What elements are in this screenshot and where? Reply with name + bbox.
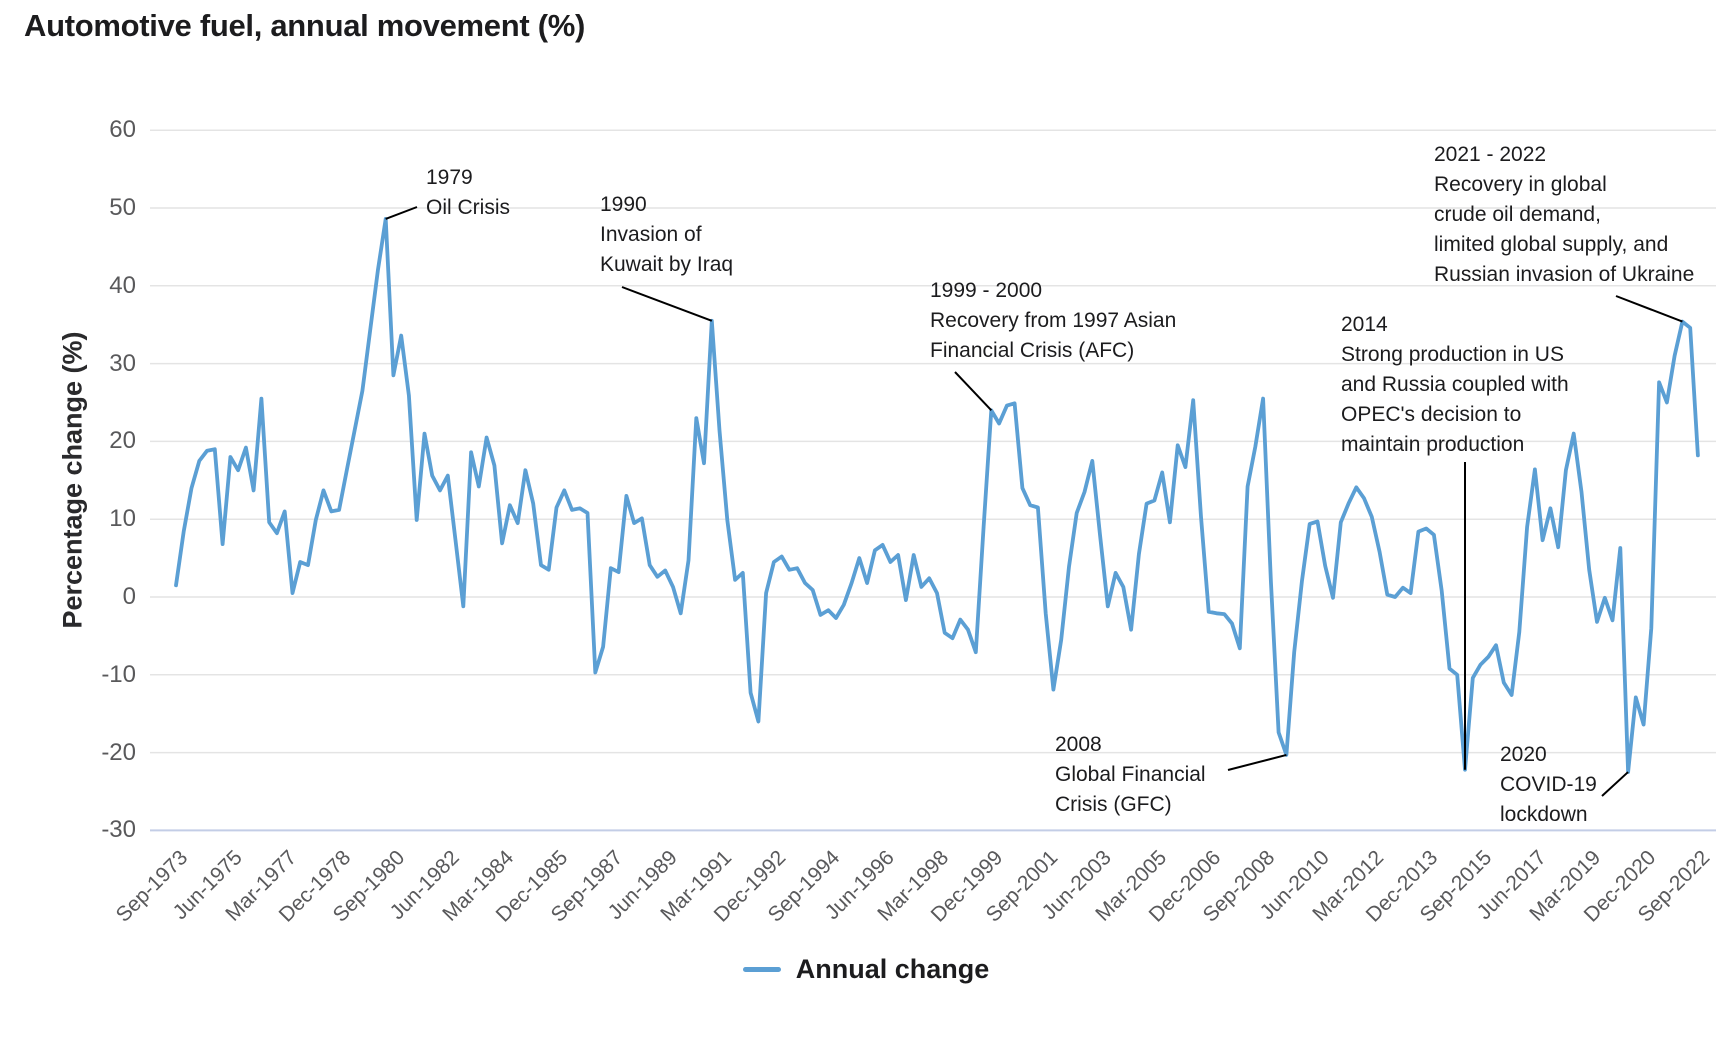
annotation-line: Recovery in global	[1434, 173, 1607, 196]
y-tick-label-20: 20	[109, 427, 136, 455]
y-tick-label-0: 0	[122, 583, 136, 610]
annotation-line: limited global supply, and	[1434, 233, 1669, 256]
annotation-line: 2008	[1055, 733, 1102, 756]
y-tick-label--20: -20	[101, 738, 136, 766]
annotation-line: Kuwait by Iraq	[600, 253, 734, 276]
y-tick-label--30: -30	[101, 816, 136, 844]
annotation-kuwait-invasion-1990: 1990 Invasion of Kuwait by Iraq	[600, 190, 733, 280]
annotation-line: 2021 - 2022	[1434, 143, 1547, 166]
annotation-line: Global Financial	[1055, 763, 1206, 786]
y-tick-label-40: 40	[109, 271, 136, 299]
annotation-line: 2020	[1500, 743, 1547, 766]
legend-label: Annual change	[795, 954, 990, 984]
annotation-line: Crisis (GFC)	[1055, 793, 1172, 816]
pointer-afc-recovery-1999-2000	[954, 371, 993, 411]
pointer-recovery-2021-2022	[1615, 295, 1683, 323]
pointer-kuwait-invasion-1990	[621, 286, 713, 322]
annotation-line: Recovery from 1997 Asian	[930, 309, 1177, 332]
annotation-line: crude oil demand,	[1434, 203, 1601, 226]
annotation-line: COVID-19	[1500, 773, 1597, 796]
annotation-line: maintain production	[1341, 433, 1525, 456]
annotation-line: 1979	[426, 166, 473, 189]
annotation-line: and Russia coupled with	[1341, 373, 1569, 396]
annotation-line: Financial Crisis (AFC)	[930, 339, 1135, 362]
y-tick-label--10: -10	[101, 660, 136, 688]
chart-title: Automotive fuel, annual movement (%)	[24, 8, 586, 43]
annotation-line: Strong production in US	[1341, 343, 1564, 366]
annotation-recovery-2021-2022: 2021 - 2022 Recovery in global crude oil d…	[1434, 140, 1694, 290]
annotation-line: 1990	[600, 193, 647, 216]
annotation-afc-recovery-1999-2000: 1999 - 2000 Recovery from 1997 Asian Finan…	[930, 276, 1176, 366]
annotation-line: Oil Crisis	[426, 196, 510, 219]
series-lines	[174, 216, 1700, 774]
pointer-oil-crisis-1979	[385, 206, 418, 220]
annotation-line: 2014	[1341, 313, 1388, 336]
annotation-gfc-2008: 2008 Global Financial Crisis (GFC)	[1055, 730, 1206, 820]
y-tick-label-50: 50	[109, 194, 136, 221]
annotation-line: Invasion of	[600, 223, 702, 246]
annotation-covid-lockdown-2020: 2020 COVID-19 lockdown	[1500, 740, 1597, 830]
y-tick-label-60: 60	[109, 116, 136, 144]
gridlines	[150, 129, 1716, 832]
pointer-covid-lockdown-2020	[1601, 771, 1629, 797]
annotation-pointer-lines	[385, 206, 1683, 797]
legend-line-swatch	[742, 967, 781, 972]
y-tick-label-30: 30	[109, 349, 136, 377]
annotation-line: Russian invasion of Ukraine	[1434, 263, 1695, 286]
y-tick-label-10: 10	[109, 505, 136, 533]
annotation-line: 1999 - 2000	[930, 279, 1043, 302]
annotation-opec-production-2014: 2014 Strong production in US and Russia co…	[1341, 310, 1569, 460]
annotation-line: OPEC's decision to	[1341, 403, 1522, 426]
annotation-line: lockdown	[1500, 803, 1588, 826]
pointer-gfc-2008	[1227, 753, 1287, 771]
legend[interactable]: Annual change	[0, 954, 1732, 985]
annual-change-line	[174, 216, 1700, 774]
annotation-oil-crisis-1979: 1979 Oil Crisis	[426, 163, 510, 223]
